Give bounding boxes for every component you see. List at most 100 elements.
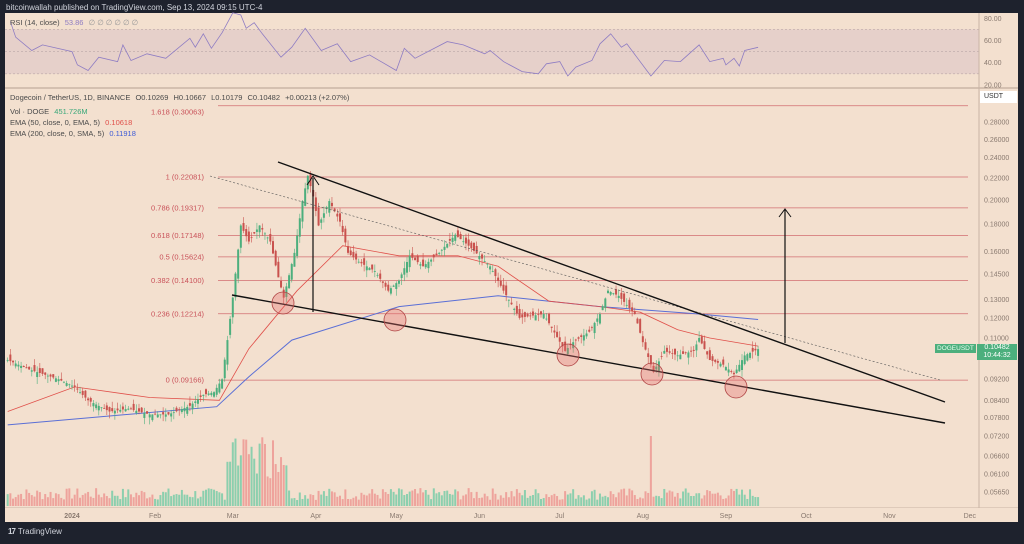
volume-bar xyxy=(416,493,419,506)
candle-body xyxy=(376,274,379,276)
volume-bar xyxy=(355,496,358,506)
volume-bar xyxy=(690,495,693,506)
candle-body xyxy=(146,411,149,414)
currency-selector[interactable]: USDT xyxy=(980,91,1017,103)
candle-body xyxy=(741,360,743,370)
ohlc-close: C0.10482 xyxy=(247,93,281,102)
volume-bar xyxy=(17,494,20,506)
volume-bar xyxy=(542,498,545,506)
candle-body xyxy=(87,398,90,401)
candle-body xyxy=(188,403,191,406)
candle-body xyxy=(612,293,615,295)
candle-body xyxy=(296,235,299,257)
candle-body xyxy=(81,390,84,395)
candle-body xyxy=(609,291,612,295)
price-tick-label: 0.24000 xyxy=(984,155,1009,162)
time-tick-label: May xyxy=(390,513,404,520)
candle-body xyxy=(475,245,478,254)
candle-body xyxy=(223,359,226,379)
volume-bar xyxy=(282,465,285,506)
time-axis xyxy=(5,508,1018,522)
candle-body xyxy=(743,355,746,365)
candle-body xyxy=(397,280,400,284)
fib-level-label: 1.618 (0.30063) xyxy=(151,108,204,117)
candle-body xyxy=(229,318,232,335)
volume-bar xyxy=(84,493,87,506)
volume-bar xyxy=(738,494,741,506)
candle-body xyxy=(381,281,384,283)
candle-body xyxy=(199,395,202,398)
candle-body xyxy=(462,241,465,243)
tradingview-logo[interactable]: 17 TradingView xyxy=(8,527,62,536)
candle-body xyxy=(633,311,636,315)
candle-body xyxy=(408,255,411,268)
volume-bar xyxy=(349,499,352,506)
volume-bar xyxy=(92,497,95,506)
volume-bar xyxy=(582,495,585,506)
candle-body xyxy=(623,293,626,302)
candle-series xyxy=(6,171,760,425)
fib-level-label: 1 (0.22081) xyxy=(166,173,205,182)
volume-bar xyxy=(242,439,245,506)
candle-body xyxy=(113,410,116,414)
time-tick-label: Dec xyxy=(964,513,977,520)
candle-body xyxy=(652,365,655,372)
volume-bar xyxy=(743,494,746,506)
candle-body xyxy=(540,311,542,315)
volume-bar xyxy=(28,492,31,506)
volume-bar xyxy=(754,497,757,506)
candle-body xyxy=(749,352,752,358)
volume-value: 451.726M xyxy=(54,107,88,116)
rsi-tick-label: 20.00 xyxy=(984,82,1002,89)
candle-body xyxy=(655,366,658,370)
volume-bar xyxy=(261,437,264,506)
price-tick-label: 0.14500 xyxy=(984,272,1009,279)
volume-bar xyxy=(446,490,449,506)
candle-body xyxy=(419,264,422,266)
volume-bar xyxy=(558,499,561,506)
volume-bar xyxy=(180,489,183,506)
rsi-label: RSI (14, close) xyxy=(10,18,60,27)
volume-bar xyxy=(162,491,165,506)
candle-body xyxy=(352,251,355,258)
volume-bar xyxy=(175,494,178,506)
candle-body xyxy=(89,398,92,402)
volume-bar xyxy=(196,498,199,506)
volume-bar xyxy=(52,498,55,506)
candle-body xyxy=(416,255,419,263)
volume-bar xyxy=(499,495,502,506)
last-price: 0.10482 xyxy=(984,344,1010,351)
time-tick-label: Mar xyxy=(227,513,240,520)
candle-body xyxy=(293,252,296,267)
symbol-name[interactable]: Dogecoin / TetherUS, 1D, BINANCE xyxy=(10,93,131,102)
volume-bar xyxy=(411,490,414,506)
candle-body xyxy=(105,405,108,411)
chart-background xyxy=(5,13,1018,509)
candle-body xyxy=(674,348,676,355)
volume-bar xyxy=(156,499,159,506)
ema200-line xyxy=(7,295,759,426)
volume-bar xyxy=(414,489,417,506)
candle-body xyxy=(607,290,609,294)
volume-bar xyxy=(746,498,749,506)
volume-bar xyxy=(46,497,49,506)
volume-bar xyxy=(97,494,100,506)
ohlc-open: O0.10269 xyxy=(135,93,169,102)
candle-body xyxy=(451,237,454,243)
candle-body xyxy=(446,243,449,248)
time-tick-label: Aug xyxy=(637,513,650,520)
candle-body xyxy=(272,241,274,254)
candle-body xyxy=(215,387,218,395)
volume-bar xyxy=(601,496,604,506)
candle-body xyxy=(320,219,323,223)
volume-bar xyxy=(9,493,12,506)
volume-bar xyxy=(285,465,288,506)
ema50-label: EMA (50, close, 0, EMA, 5) xyxy=(10,118,101,127)
price-tick-label: 0.20000 xyxy=(984,197,1009,204)
volume-bar xyxy=(655,495,658,506)
volume-bar xyxy=(178,494,181,506)
volume-bar xyxy=(172,494,175,506)
candle-body xyxy=(647,353,650,358)
volume-bar xyxy=(403,495,406,506)
